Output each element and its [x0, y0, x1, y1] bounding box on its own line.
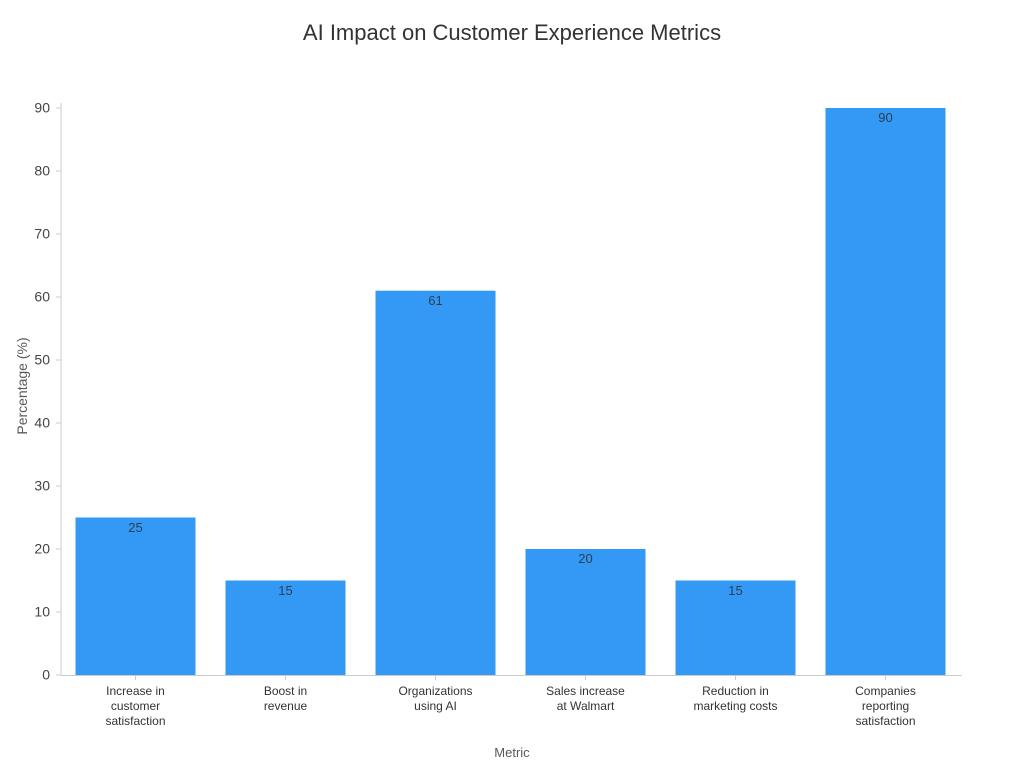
svg-text:20: 20	[578, 551, 592, 566]
svg-text:20: 20	[34, 541, 50, 557]
svg-text:80: 80	[34, 163, 50, 179]
svg-text:15: 15	[728, 583, 742, 598]
svg-text:0: 0	[42, 667, 50, 683]
svg-text:70: 70	[34, 226, 50, 242]
svg-text:15: 15	[278, 583, 292, 598]
svg-text:40: 40	[34, 415, 50, 431]
svg-text:10: 10	[34, 604, 50, 620]
svg-text:30: 30	[34, 478, 50, 494]
svg-text:90: 90	[34, 100, 50, 116]
svg-text:90: 90	[878, 110, 892, 125]
svg-text:60: 60	[34, 289, 50, 305]
svg-text:25: 25	[128, 520, 142, 535]
svg-text:61: 61	[428, 293, 442, 308]
svg-text:50: 50	[34, 352, 50, 368]
